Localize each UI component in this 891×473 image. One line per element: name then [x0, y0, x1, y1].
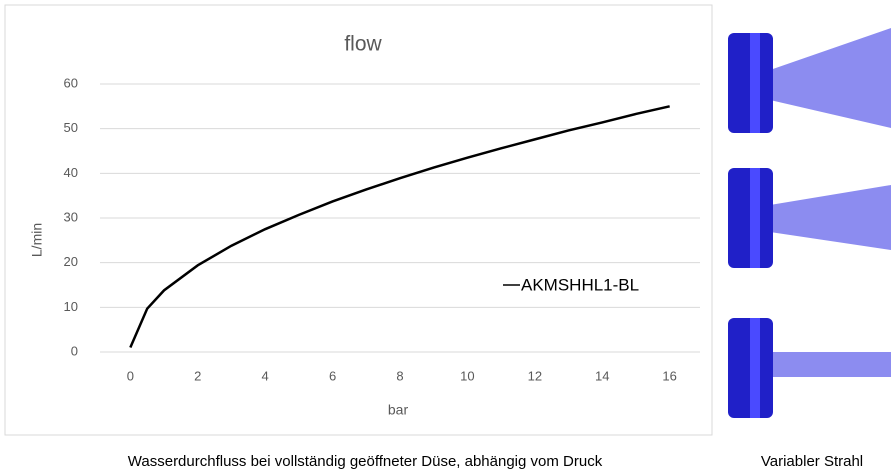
x-axis-label: bar: [388, 402, 409, 418]
nozzle-images: [728, 28, 891, 418]
y-axis-label: L/min: [29, 223, 45, 257]
spray-jet: [770, 352, 891, 377]
y-tick-label: 30: [64, 209, 78, 224]
figure: flow L/min bar Wasserdurchfluss bei voll…: [0, 0, 891, 473]
x-tick-label: 4: [262, 368, 269, 383]
nozzle-ring: [750, 33, 760, 133]
x-tick-label: 0: [127, 368, 134, 383]
chart-caption: Wasserdurchfluss bei vollständig geöffne…: [128, 453, 603, 470]
spray-wide: [770, 28, 891, 128]
y-tick-label: 0: [71, 343, 78, 358]
y-tick-label: 10: [64, 299, 78, 314]
legend-label: AKMSHHL1-BL: [521, 275, 639, 294]
y-tick-label: 40: [64, 165, 78, 180]
chart-title: flow: [344, 33, 382, 56]
nozzle-ring: [750, 318, 760, 418]
image-caption: Variabler Strahl: [761, 453, 863, 470]
x-tick-label: 10: [460, 368, 474, 383]
y-tick-label: 50: [64, 120, 78, 135]
x-tick-label: 8: [396, 368, 403, 383]
nozzle-ring: [750, 168, 760, 268]
x-tick-label: 6: [329, 368, 336, 383]
spray-medium: [770, 185, 891, 250]
x-tick-label: 2: [194, 368, 201, 383]
x-tick-label: 12: [528, 368, 542, 383]
y-tick-label: 20: [64, 254, 78, 269]
x-tick-label: 16: [662, 368, 676, 383]
y-tick-label: 60: [64, 75, 78, 90]
x-tick-label: 14: [595, 368, 609, 383]
page: flow L/min bar Wasserdurchfluss bei voll…: [0, 0, 891, 473]
